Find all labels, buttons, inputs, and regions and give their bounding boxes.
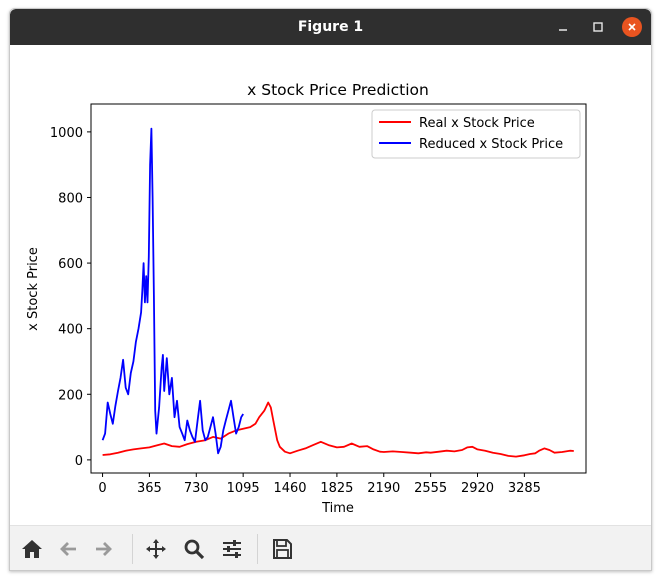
x-axis-label: Time [321,501,354,516]
arrow-right-icon [96,542,112,556]
magnifier-icon [184,539,205,560]
toolbar-separator [132,534,133,564]
x-tick-label: 3285 [508,481,541,496]
arrow-left-icon [60,542,76,556]
floppy-disk-icon [273,539,292,559]
forward-button[interactable] [90,535,118,563]
x-tick-label: 2555 [414,481,447,496]
series-line-reduced [101,127,244,455]
save-button[interactable] [268,535,296,563]
figure-window: Figure 1 x Stock Price Prediction 0 200 40… [9,8,652,571]
maximize-icon [593,22,603,32]
home-button[interactable] [18,535,46,563]
line-chart: x Stock Price Prediction 0 200 400 600 800 10… [26,81,587,516]
y-tick-label: 400 [58,323,83,338]
x-tick-label: 365 [137,481,162,496]
minimize-button[interactable] [553,17,573,37]
toolbar-separator [257,534,258,564]
x-tick-label: 1825 [320,481,353,496]
chart-title: x Stock Price Prediction [247,81,429,99]
window-titlebar[interactable]: Figure 1 [10,9,651,45]
home-icon [22,540,42,558]
x-tick-label: 0 [98,481,106,496]
move-icon [146,539,166,559]
figure-canvas[interactable]: x Stock Price Prediction 0 200 400 600 800 10… [10,45,651,525]
pan-button[interactable] [142,535,170,563]
sliders-icon [223,540,241,558]
maximize-button[interactable] [588,17,608,37]
x-tick-label: 730 [184,481,209,496]
y-tick-label: 600 [58,257,83,272]
series-line-real [102,401,574,458]
close-icon [628,23,636,31]
legend-label-reduced: Reduced x Stock Price [419,137,563,152]
x-tick-label: 2920 [461,481,494,496]
x-tick-label: 1095 [227,481,260,496]
plot-frame [90,103,587,474]
navigation-toolbar [10,525,651,570]
minimize-icon [559,29,567,31]
y-axis-label: x Stock Price [26,247,41,331]
x-tick-label: 1460 [273,481,306,496]
zoom-button[interactable] [180,535,208,563]
back-button[interactable] [54,535,82,563]
close-button[interactable] [622,17,642,37]
legend: Real x Stock Price Reduced x Stock Price [371,109,581,159]
subplots-button[interactable] [218,535,246,563]
legend-label-real: Real x Stock Price [419,116,535,131]
y-tick-label: 1000 [50,126,83,141]
y-tick-label: 200 [58,388,83,403]
y-tick-label: 0 [75,454,83,469]
y-tick-label: 800 [58,191,83,206]
x-tick-label: 2190 [367,481,400,496]
legend-box [371,109,581,159]
window-title: Figure 1 [297,19,364,35]
